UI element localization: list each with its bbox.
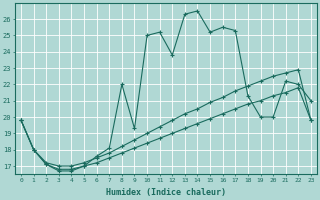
X-axis label: Humidex (Indice chaleur): Humidex (Indice chaleur) [106, 188, 226, 197]
